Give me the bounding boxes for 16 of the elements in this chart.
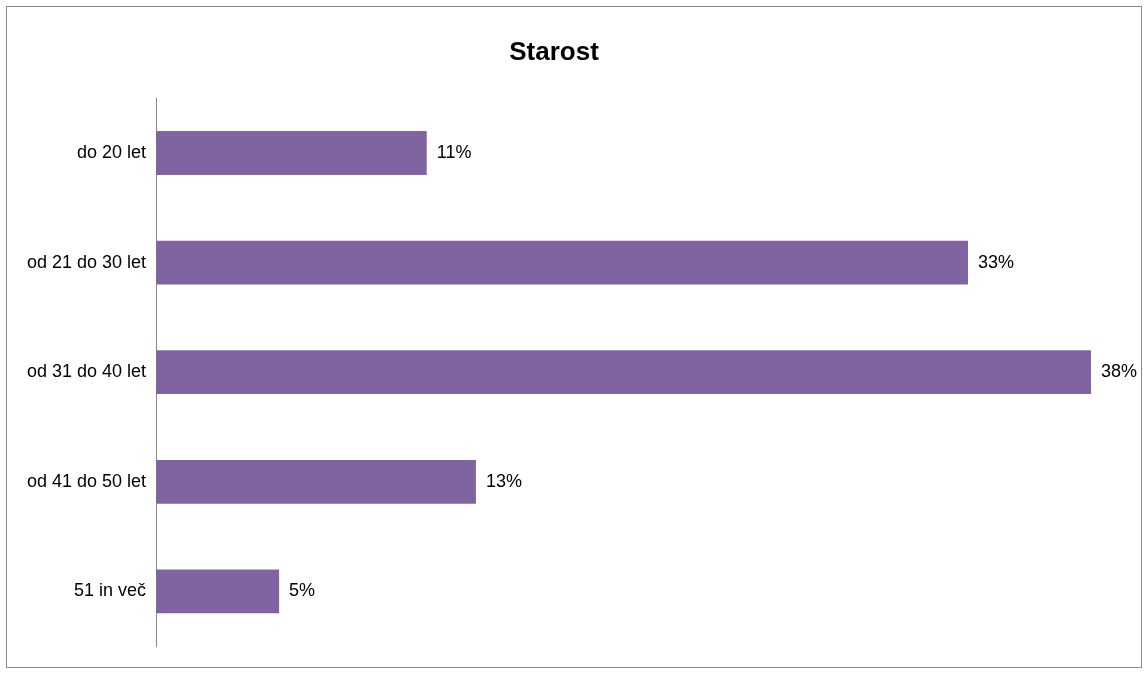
chart-title: Starost: [509, 35, 600, 66]
data-label: 5%: [289, 580, 316, 601]
bar: [156, 131, 427, 175]
data-label: 38%: [1101, 361, 1138, 382]
bar: [156, 569, 280, 614]
y-tick-label: 51 in več: [74, 580, 147, 601]
bar: [156, 459, 476, 504]
y-tick-label: do 20 let: [77, 141, 147, 162]
y-tick-label: od 31 do 40 let: [26, 361, 147, 382]
y-tick-label: od 21 do 30 let: [26, 251, 147, 272]
bar: [156, 350, 1091, 395]
y-tick-label: od 41 do 50 let: [26, 470, 147, 491]
data-label: 11%: [436, 141, 472, 162]
data-label: 33%: [977, 251, 1015, 272]
bar: [156, 240, 968, 285]
data-label: 13%: [485, 470, 522, 491]
